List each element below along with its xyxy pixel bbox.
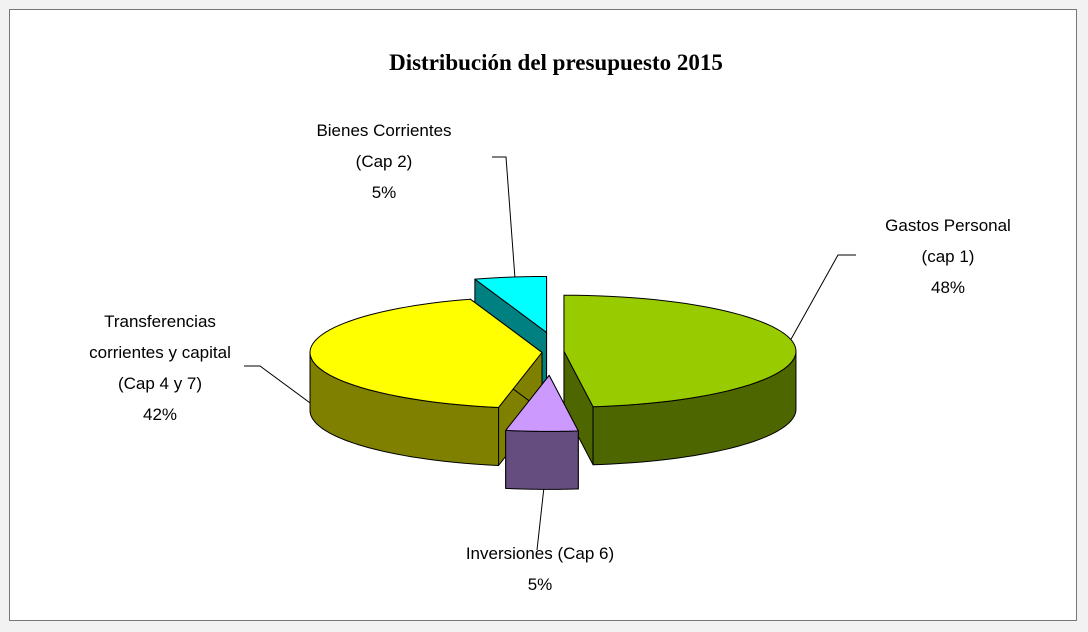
slice-label: Transferencias corrientes y capital (Cap… <box>89 312 231 424</box>
slice-label: Gastos Personal (cap 1) 48% <box>885 216 1011 297</box>
leader-line <box>784 254 856 351</box>
slice <box>309 298 543 408</box>
leader-line <box>536 477 546 551</box>
leader-line <box>492 156 517 293</box>
slice-label: Bienes Corrientes (Cap 2) 5% <box>316 121 452 202</box>
chart-title: Distribución del presupuesto 2015 <box>389 50 723 75</box>
slice <box>505 374 579 432</box>
slice-label: Inversiones (Cap 6) 5% <box>465 544 615 594</box>
slice-wall <box>505 429 579 490</box>
slice <box>563 294 797 408</box>
pie <box>309 275 797 490</box>
slice <box>474 275 548 333</box>
